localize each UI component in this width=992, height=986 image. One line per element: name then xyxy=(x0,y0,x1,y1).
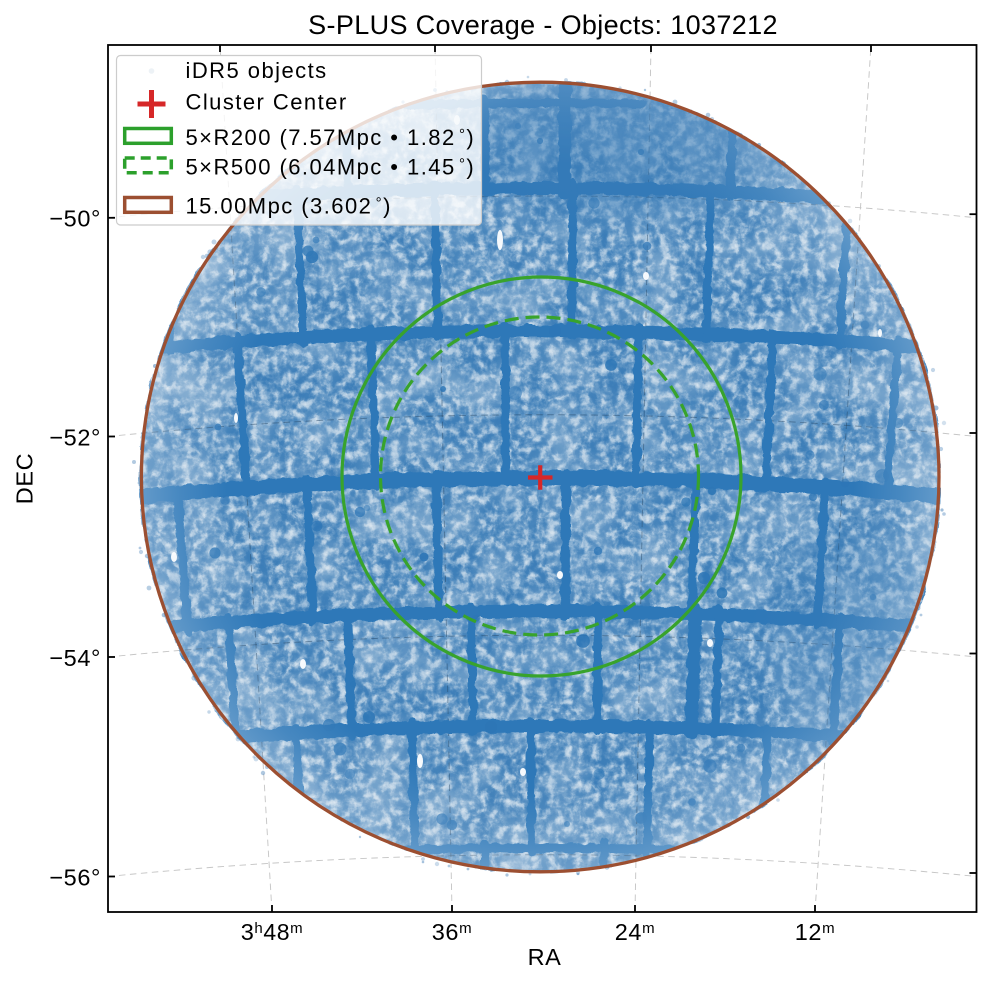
svg-text:RA: RA xyxy=(528,944,562,970)
svg-text:Cluster Center: Cluster Center xyxy=(186,90,348,115)
svg-text:DEC: DEC xyxy=(12,453,38,504)
svg-text:S-PLUS Coverage - Objects: 103: S-PLUS Coverage - Objects: 1037212 xyxy=(308,10,778,40)
svg-text:15.00Mpc (3.602 °): 15.00Mpc (3.602 °) xyxy=(186,194,392,219)
svg-text:iDR5 objects: iDR5 objects xyxy=(186,58,328,83)
svg-text:−52°: −52° xyxy=(49,425,101,451)
svg-text:5×R200 (7.57Mpc • 1.82 °): 5×R200 (7.57Mpc • 1.82 °) xyxy=(186,125,476,150)
svg-text:36m: 36m xyxy=(432,919,472,945)
svg-text:−56°: −56° xyxy=(49,865,101,891)
svg-text:−50°: −50° xyxy=(49,206,101,232)
svg-text:−54°: −54° xyxy=(49,645,101,671)
svg-text:5×R500 (6.04Mpc • 1.45 °): 5×R500 (6.04Mpc • 1.45 °) xyxy=(186,155,476,180)
